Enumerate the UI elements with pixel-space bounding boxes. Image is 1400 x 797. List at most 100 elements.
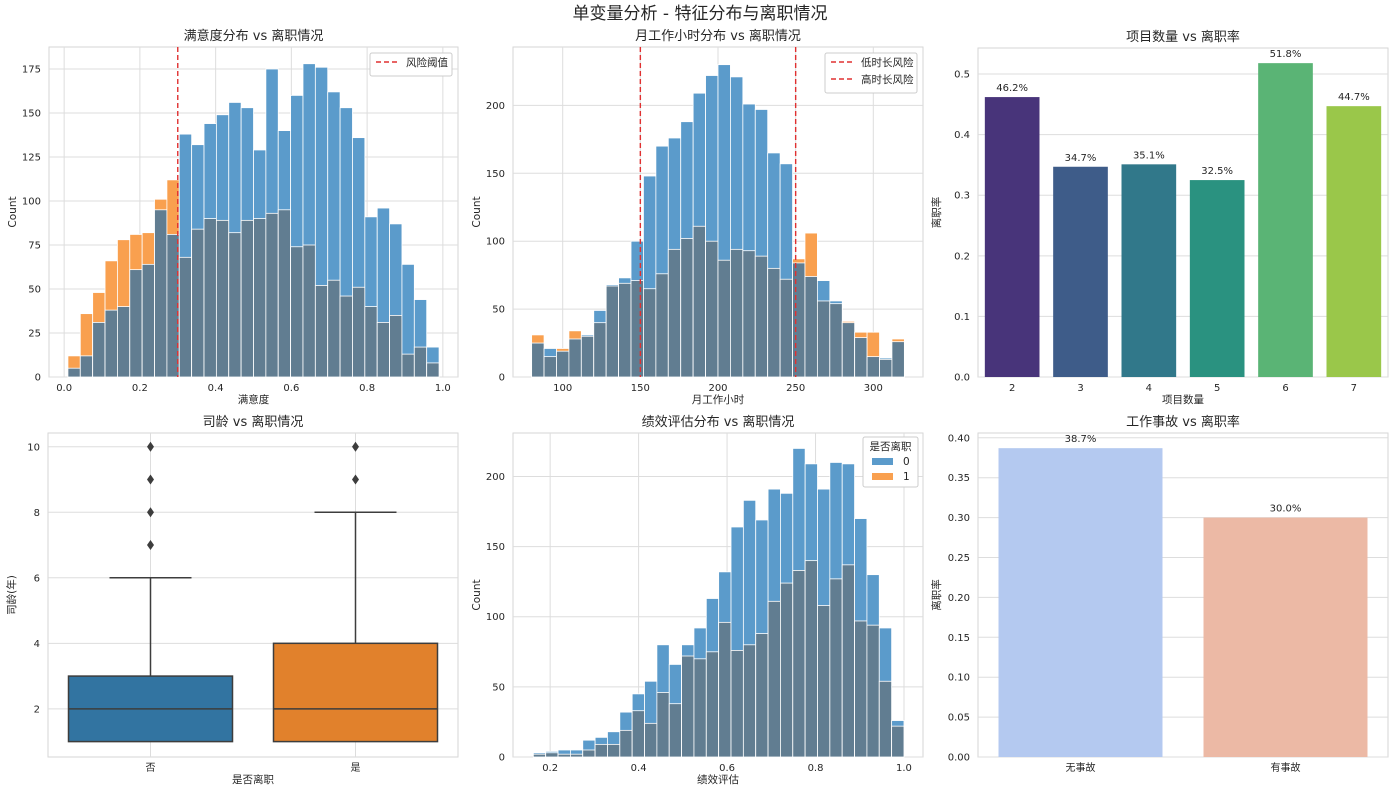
histogram-bar-overlap	[253, 218, 267, 378]
y-tick-label: 0.4	[954, 130, 970, 141]
y-tick-label: 8	[34, 508, 40, 519]
histogram-bar-overlap	[339, 295, 353, 378]
legend-label: 风险阈值	[406, 56, 448, 69]
histogram-bar-overlap	[314, 285, 329, 378]
histogram-bar-overlap	[878, 680, 893, 758]
legend-label: 1	[903, 471, 910, 483]
y-tick-label: 0	[499, 753, 505, 764]
legend-label: 0	[903, 456, 910, 468]
bar	[998, 448, 1163, 757]
histogram-bar-overlap	[556, 350, 570, 378]
x-tick-label: 0.4	[208, 383, 224, 394]
histogram-bar-overlap	[401, 353, 415, 378]
subplot-title: 满意度分布 vs 离职情况	[184, 28, 324, 44]
histogram-bar-overlap	[79, 355, 94, 378]
histogram-bar-overlap	[742, 644, 757, 758]
x-tick-label: 100	[553, 383, 572, 394]
box-outlier-point	[352, 474, 359, 485]
bar	[1053, 166, 1108, 377]
histogram-bar-overlap	[557, 753, 571, 758]
x-tick-label: 300	[864, 383, 883, 394]
legend: 风险阈值	[369, 52, 453, 77]
histogram-bar-overlap	[792, 570, 806, 758]
x-tick-label: 6	[1282, 383, 1288, 394]
y-tick-label: 200	[486, 472, 505, 483]
y-tick-label: 150	[486, 169, 505, 180]
histogram-bar-overlap	[290, 246, 304, 378]
histogram-bar-overlap	[630, 280, 644, 378]
x-tick-label: 4	[1146, 383, 1152, 394]
histogram-bar-overlap	[693, 658, 707, 758]
histogram-bar-overlap	[829, 578, 843, 758]
histogram-bar-overlap	[854, 620, 868, 758]
x-tick-label: 是	[351, 762, 361, 774]
y-tick-label: 0.0	[954, 373, 970, 384]
histogram-bar-overlap	[891, 725, 905, 758]
y-tick-label: 4	[34, 639, 40, 650]
histogram-bar-overlap	[129, 269, 143, 378]
legend-label: 高时长风险	[861, 73, 914, 86]
y-tick-label: 150	[486, 542, 505, 553]
histogram-bar-overlap	[191, 228, 205, 378]
y-tick-label: 125	[22, 153, 41, 164]
x-tick-label: 200	[708, 383, 727, 394]
histogram-bar-overlap	[389, 314, 403, 378]
histogram-bar-overlap	[426, 362, 440, 378]
bar	[984, 97, 1040, 378]
legend-title: 是否离职	[870, 440, 912, 453]
histogram-bar-overlap	[631, 710, 645, 758]
histogram-bar-overlap	[178, 256, 193, 378]
y-axis-label: Count	[7, 196, 19, 227]
histogram-bar-overlap	[643, 288, 657, 378]
y-tick-label: 0.40	[948, 433, 970, 444]
histogram-bar-overlap	[352, 286, 366, 378]
histogram-bar-overlap	[543, 356, 557, 378]
histogram-bar-overlap	[754, 255, 769, 378]
legend-label: 低时长风险	[861, 56, 914, 69]
x-axis-label: 是否离职	[232, 773, 274, 786]
histogram-bar-overlap	[67, 367, 81, 378]
y-tick-label: 0.25	[948, 553, 970, 564]
histogram-bar-overlap	[364, 306, 378, 378]
x-tick-label: 2	[1009, 383, 1015, 394]
histogram-bar-overlap	[265, 212, 279, 378]
histogram-bar-overlap	[717, 259, 731, 378]
subplot-3: 0.0 0.1 0.2 0.3 0.4 0.5 2 3 4 5 6 7 46.2% 34.7% 35.1% 3…	[930, 29, 1389, 406]
y-tick-label: 50	[28, 285, 41, 296]
histogram-bar-overlap	[376, 322, 390, 378]
y-tick-label: 100	[486, 237, 505, 248]
y-tick-label: 0.20	[948, 593, 970, 604]
bar-value-label: 51.8%	[1270, 49, 1302, 60]
y-tick-label: 0.15	[948, 633, 970, 644]
histogram-bar-overlap	[618, 282, 632, 378]
histogram-bar-overlap	[228, 232, 242, 378]
histogram-bar-overlap	[593, 322, 607, 378]
y-tick-label: 200	[486, 101, 505, 112]
histogram-bar-overlap	[605, 285, 620, 378]
histogram-bar-overlap	[667, 248, 682, 378]
legend-box	[824, 52, 918, 94]
y-tick-label: 0.00	[948, 753, 970, 764]
histogram-bar-overlap	[718, 621, 732, 758]
x-tick-label: 0.4	[631, 763, 647, 774]
bar-value-label: 46.2%	[996, 83, 1028, 94]
x-axis-label: 满意度	[238, 393, 270, 406]
y-axis-label: Count	[471, 579, 483, 610]
y-tick-label: 175	[22, 65, 41, 76]
histogram-bar-overlap	[582, 749, 596, 758]
histogram-bar-overlap	[277, 209, 292, 378]
x-tick-label: 否	[146, 762, 156, 774]
histogram-bar-overlap	[755, 633, 769, 758]
subplot-1: 0 25 50 75 100 125 150 175 0.0 0.2 0.4 0.6 0.8 1.0 风险阈…	[7, 28, 459, 406]
histogram-bar-overlap	[692, 225, 706, 378]
bar	[1203, 517, 1368, 757]
y-tick-label: 150	[22, 109, 41, 120]
y-tick-label: 75	[28, 241, 41, 252]
histogram-bar-overlap	[203, 218, 217, 378]
axes-frame	[977, 47, 1389, 378]
bar	[1258, 63, 1313, 377]
subplot-title: 工作事故 vs 离职率	[1126, 414, 1240, 430]
histogram-bar-overlap	[742, 250, 756, 378]
